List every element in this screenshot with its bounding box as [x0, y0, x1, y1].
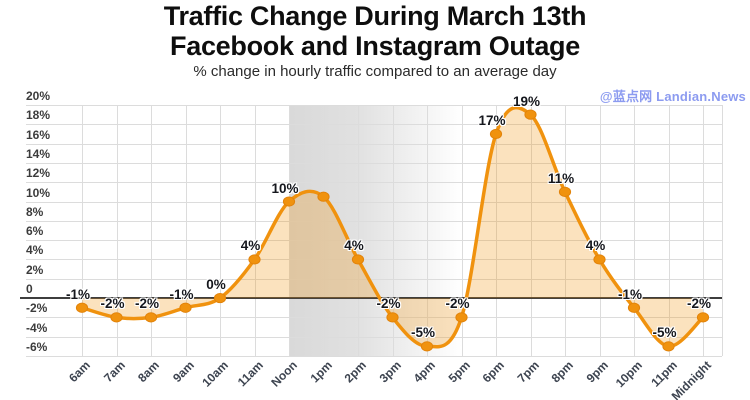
y-axis-label: 4% [26, 243, 44, 258]
data-point-7pm [524, 109, 537, 120]
x-gridline [530, 105, 532, 356]
y-gridline [26, 336, 722, 338]
data-point-9pm [593, 254, 606, 265]
data-point-5pm [455, 312, 468, 323]
y-gridline [26, 182, 722, 184]
plot-right-border [722, 105, 723, 356]
y-axis-label: 0 [26, 282, 33, 297]
data-point-9am [179, 302, 192, 313]
data-point-6am [75, 302, 89, 313]
y-gridline [26, 220, 722, 222]
data-point-1pm [317, 191, 330, 202]
y-gridline [26, 162, 722, 164]
x-gridline [151, 105, 152, 356]
data-point-3pm [386, 312, 399, 323]
data-point-midnight [696, 312, 710, 323]
x-gridline [392, 105, 394, 356]
data-label-9pm: 4% [585, 238, 606, 254]
data-label-3pm: -2% [376, 296, 401, 312]
data-label-2pm: 4% [344, 238, 364, 254]
y-gridline [26, 317, 722, 319]
x-gridline [565, 105, 566, 356]
data-point-11am [248, 254, 261, 265]
x-gridline [323, 105, 325, 356]
chart-subtitle: % change in hourly traffic compared to a… [193, 63, 557, 80]
x-gridline [220, 105, 221, 356]
x-gridline [461, 105, 463, 356]
data-label-11pm: -5% [652, 325, 677, 341]
data-label-7pm: 19% [512, 93, 541, 109]
data-label-6pm: 17% [478, 112, 506, 128]
y-axis-label: 14% [26, 146, 51, 161]
y-gridline [26, 124, 722, 126]
data-label-6am: -1% [65, 286, 91, 302]
area-fill [82, 107, 703, 347]
outage-band [289, 105, 462, 356]
x-gridline [599, 105, 601, 356]
data-label-10pm: -1% [617, 286, 643, 302]
y-axis-label: 18% [26, 108, 51, 123]
y-axis-label: -6% [26, 340, 48, 354]
data-point-10pm [627, 302, 641, 313]
x-gridline [82, 105, 83, 356]
data-point-8pm [558, 186, 572, 197]
data-label-4pm: -5% [410, 325, 436, 341]
y-axis-label: 16% [26, 127, 51, 142]
data-label-10am: 0% [206, 277, 226, 293]
y-axis-label: 6% [26, 224, 44, 239]
y-gridline [26, 143, 722, 145]
data-point-7am [110, 312, 123, 323]
data-point-4pm [420, 341, 434, 352]
chart-title-line1: Traffic Change During March 13th [163, 1, 587, 31]
chart-title: Traffic Change During March 13th Faceboo… [0, 1, 750, 61]
y-gridline [26, 105, 722, 106]
x-gridline [703, 105, 704, 356]
data-point-8am [144, 312, 158, 323]
y-gridline [26, 259, 722, 261]
y-gridline [26, 201, 722, 203]
data-label-8am: -2% [134, 296, 160, 312]
x-gridline [289, 105, 290, 356]
data-label-7am: -2% [100, 296, 125, 312]
data-label-midnight: -2% [686, 296, 712, 312]
chart-title-line2: Facebook and Instagram Outage [170, 31, 580, 61]
y-gridline [26, 278, 722, 280]
y-gridline [26, 356, 722, 357]
data-point-11pm [662, 341, 675, 352]
y-axis-label: 20% [26, 89, 51, 103]
x-gridline [254, 105, 256, 356]
data-label-noon: 10% [271, 180, 299, 196]
data-point-6pm [489, 128, 503, 140]
y-axis-label: 2% [26, 262, 44, 277]
data-point-2pm [351, 254, 365, 265]
x-gridline [496, 105, 497, 356]
x-gridline [185, 105, 187, 356]
data-label-11am: 4% [240, 238, 261, 254]
data-label-5pm: -2% [445, 296, 470, 312]
watermark-text: @蓝点网 Landian.News [599, 89, 746, 104]
y-axis-label: -4% [26, 320, 48, 335]
data-label-9am: -1% [169, 286, 194, 302]
y-axis-label: 10% [26, 185, 51, 200]
y-axis-label: 8% [26, 204, 44, 219]
y-gridline [26, 240, 722, 242]
data-point-noon [282, 196, 296, 207]
data-point-10am [213, 292, 227, 304]
x-gridline [116, 105, 118, 356]
y-axis-label: 12% [26, 166, 51, 181]
data-label-8pm: 11% [547, 170, 575, 186]
x-gridline [427, 105, 428, 356]
x-gridline [358, 105, 359, 356]
x-gridline [668, 105, 670, 356]
y-axis-label: -2% [26, 301, 48, 316]
x-gridline [634, 105, 635, 356]
zero-baseline [20, 297, 722, 300]
